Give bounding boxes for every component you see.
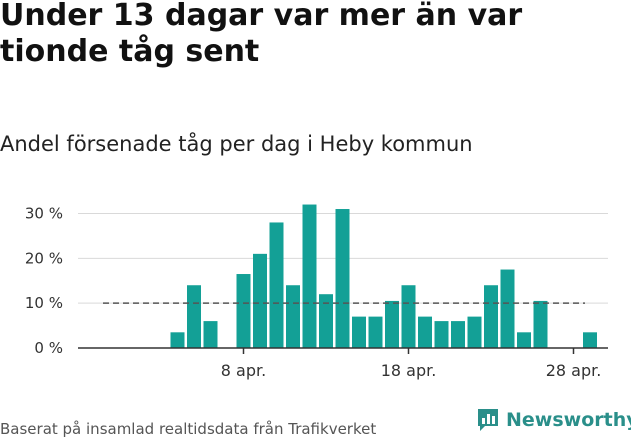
bar	[434, 321, 449, 348]
chart-subtitle: Andel försenade tåg per dag i Heby kommu…	[0, 132, 473, 156]
brand-name: Newsworthy	[506, 409, 631, 431]
bar	[418, 316, 432, 348]
y-tick-label: 10 %	[25, 294, 63, 312]
y-tick-label: 0 %	[34, 339, 63, 357]
bar-chart: 0 % 10 % 20 % 30 % 8 apr. 18 apr. 28 apr.	[25, 204, 608, 380]
bar	[484, 285, 498, 348]
y-tick-label: 20 %	[25, 249, 63, 267]
bar	[368, 316, 383, 348]
x-tick-label: 8 apr.	[221, 361, 266, 380]
bar	[319, 294, 333, 348]
bar	[451, 321, 465, 348]
bar	[517, 332, 531, 348]
bar	[401, 285, 416, 348]
bar	[170, 332, 185, 348]
bar	[500, 269, 515, 348]
bar	[302, 204, 317, 348]
bar	[533, 300, 548, 348]
source-note: Baserat på insamlad realtidsdata från Tr…	[0, 420, 377, 438]
bar	[203, 321, 218, 348]
newsworthy-logo-icon	[478, 409, 498, 431]
bar	[583, 332, 597, 348]
x-tick-label: 28 apr.	[546, 361, 602, 380]
bar	[352, 316, 366, 348]
bar	[269, 222, 284, 348]
bar	[236, 274, 251, 348]
bar	[335, 209, 350, 348]
bar	[286, 285, 300, 348]
bar	[385, 300, 399, 348]
newsworthy-logo: Newsworthy	[476, 407, 631, 433]
y-tick-label: 30 %	[25, 205, 63, 223]
bar	[253, 253, 267, 348]
chart-title: Under 13 dagar var mer än var tionde tåg…	[0, 0, 523, 69]
bar	[187, 285, 201, 348]
x-tick-label: 18 apr.	[381, 361, 437, 380]
bar	[467, 316, 482, 348]
